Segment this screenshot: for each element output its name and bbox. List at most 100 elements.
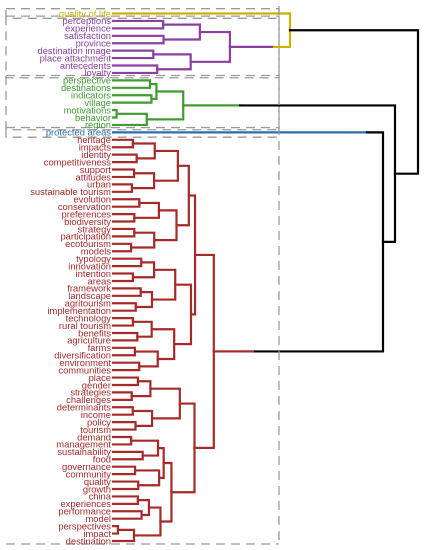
cluster-4-branch-30 — [133, 201, 160, 219]
leaf-label-perceptions: perceptions — [63, 15, 112, 26]
cluster-4-branch-13 — [111, 331, 139, 342]
leaf-label-antecedents: antecedents — [60, 60, 111, 71]
cluster-2-branch-3 — [111, 112, 148, 127]
leaf-label-perspectives: perspectives — [58, 520, 111, 531]
cluster-4-branch-1 — [111, 153, 138, 164]
cluster-4-branch-18 — [111, 406, 134, 416]
cluster-1-branch-0 — [111, 19, 165, 30]
cluster-4-branch-23 — [111, 480, 140, 491]
leaf-labels: quality of lifeperceptionsexperiencesati… — [30, 8, 112, 546]
leaf-label-motivations: motivations — [64, 104, 112, 115]
cluster-4-branch-48 — [159, 461, 173, 523]
leaf-label-environment: environment — [59, 357, 111, 368]
cluster-4-branch-42 — [152, 149, 179, 182]
leaf-label-demand: demand — [77, 431, 111, 442]
leaf-label-tourism: tourism — [80, 424, 111, 435]
leaf-label-experience: experience — [65, 23, 111, 34]
leaf-label-implementation: implementation — [47, 305, 111, 316]
leaf-label-growth: growth — [83, 483, 111, 494]
cluster-4-branch-12 — [111, 317, 135, 327]
leaf-label-indicators: indicators — [71, 90, 111, 101]
cluster-4-branch-29 — [130, 172, 156, 190]
cluster-4-branch-38 — [130, 439, 160, 457]
cluster-4-branch-24 — [111, 495, 139, 505]
leaf-label-diversification: diversification — [54, 350, 111, 361]
leaf-label-farms: farms — [88, 342, 112, 353]
leaf-label-destinations: destinations — [61, 82, 111, 93]
cluster-4-branch-9 — [111, 272, 135, 283]
cluster-4-branch-15 — [111, 361, 141, 372]
leaf-label-province: province — [76, 38, 111, 49]
leaf-label-benefits: benefits — [78, 327, 111, 338]
leaf-label-policy: policy — [87, 416, 111, 427]
leaf-label-region: region — [85, 119, 111, 130]
leaf-label-sustainable-tourism: sustainable tourism — [30, 186, 111, 197]
leaf-label-place: place — [89, 372, 111, 383]
cluster-4-branch-46 — [149, 387, 181, 420]
cluster-4-branch-34 — [131, 320, 153, 338]
leaf-label-challenges: challenges — [66, 394, 111, 405]
leaf-label-innovation: innovation — [68, 260, 111, 271]
cluster-1-branch-1 — [111, 34, 165, 45]
cluster-4-branch-21 — [111, 450, 144, 461]
leaf-label-quality-of-life: quality of life — [59, 8, 111, 19]
cluster-4-branch-53 — [193, 253, 215, 449]
cluster-4-branch-7 — [111, 242, 133, 253]
leaf-label-ecotourism: ecotourism — [65, 238, 111, 249]
leaf-label-rural-tourism: rural tourism — [59, 320, 111, 331]
leaf-label-performance: performance — [58, 506, 111, 517]
leaf-label-impacts: impacts — [79, 142, 112, 153]
leaf-label-agritourism: agritourism — [65, 298, 112, 309]
leaf-label-gender: gender — [82, 379, 111, 390]
cluster-1-branch-2 — [111, 49, 155, 60]
leaf-label-protected-areas: protected areas — [46, 127, 111, 138]
leaf-label-landscape: landscape — [68, 290, 111, 301]
dendrogram-branches — [111, 12, 420, 543]
leaf-label-support: support — [80, 164, 112, 175]
leaf-label-determinants: determinants — [57, 402, 112, 413]
leaf-label-destination-image: destination image — [38, 45, 112, 56]
merge-protected-main — [253, 131, 385, 353]
leaf-label-competitiveness: competitiveness — [44, 156, 112, 167]
root-merge — [288, 29, 420, 175]
leaf-label-preferences: preferences — [61, 208, 111, 219]
leaf-label-sustainability: sustainability — [57, 446, 111, 457]
cluster-4-branch-19 — [111, 421, 137, 431]
cluster-4-branch-25 — [111, 510, 143, 520]
cluster-4-branch-33 — [134, 291, 154, 309]
cluster-4-branch-50 — [173, 283, 193, 346]
cluster-4-branch-5 — [111, 212, 136, 223]
leaf-label-typology: typology — [76, 253, 111, 264]
leaf-label-satisfaction: satisfaction — [64, 30, 111, 41]
cluster-4-branch-43 — [153, 209, 178, 242]
leaf-label-biodiversity: biodiversity — [64, 216, 111, 227]
leaf-label-destination: destination — [66, 535, 111, 546]
cluster-4-branch-14 — [111, 346, 137, 357]
leaf-label-model: model — [85, 513, 111, 524]
cluster-4-branch-0 — [111, 138, 135, 149]
leaf-label-perspective: perspective — [63, 75, 111, 86]
leaf-label-models: models — [81, 246, 112, 257]
cluster-4-branch-44 — [150, 268, 177, 301]
cluster-4-branch-20 — [111, 435, 133, 446]
cluster-4-branch-17 — [111, 391, 133, 401]
leaf-label-income: income — [81, 409, 111, 420]
leaf-label-intention: intention — [76, 268, 111, 279]
leaf-label-evolution: evolution — [73, 194, 111, 205]
leaf-label-areas: areas — [88, 275, 112, 286]
leaf-label-loyalty: loyalty — [84, 67, 111, 78]
cluster-4-branch-16 — [111, 376, 140, 387]
cluster-4-branch-40 — [136, 499, 151, 517]
cluster-4-branch-2 — [111, 168, 136, 179]
cluster-4-branch-22 — [111, 465, 137, 476]
cluster-4-branch-45 — [150, 328, 176, 361]
cluster-4-branch-3 — [111, 183, 134, 193]
leaf-label-framework: framework — [67, 283, 111, 294]
leaf-label-community: community — [66, 468, 112, 479]
cluster-4-branch-6 — [111, 227, 136, 238]
cluster-2-branch-0 — [111, 79, 152, 89]
leaf-label-identity: identity — [81, 149, 111, 160]
leaf-label-village: village — [84, 97, 111, 108]
cluster-4-branch-11 — [111, 302, 137, 312]
